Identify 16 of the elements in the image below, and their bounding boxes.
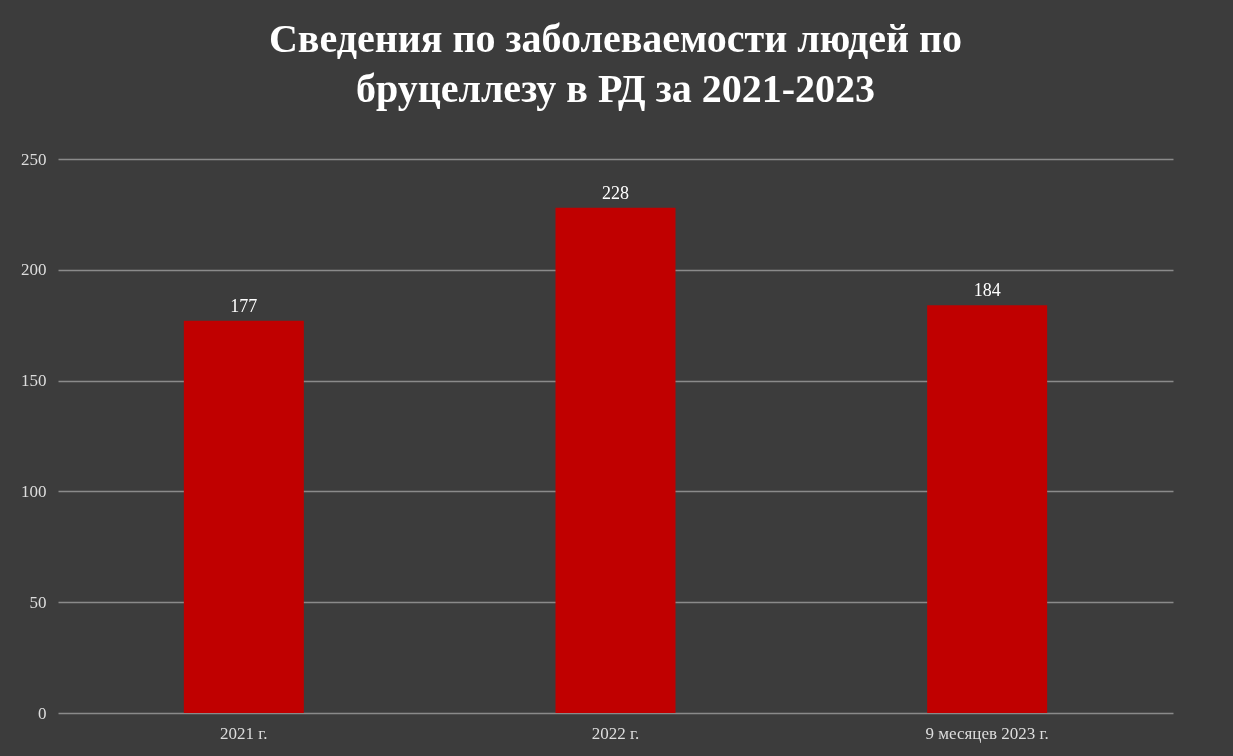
bar (183, 320, 304, 713)
y-tick-label: 100 (21, 481, 47, 501)
y-tick-label: 200 (21, 260, 47, 280)
chart-title: Сведения по заболеваемости людей по бруцеллезу в РД за 2021-2023 (268, 16, 963, 111)
y-tick-label: 50 (29, 592, 47, 612)
y-tick-label: 0 (38, 703, 47, 723)
y-tick-label: 250 (21, 149, 47, 169)
x-tick-label: 2022 г. (591, 723, 640, 743)
data-label: 228 (602, 182, 629, 203)
x-tick-label: 9 месяцев 2023 г. (925, 723, 1049, 743)
bar (555, 207, 676, 713)
y-tick-label: 150 (21, 371, 47, 391)
data-label: 184 (973, 280, 1001, 301)
x-tick-label: 2021 г. (220, 723, 268, 743)
data-label: 177 (230, 295, 258, 316)
bar (927, 305, 1048, 713)
